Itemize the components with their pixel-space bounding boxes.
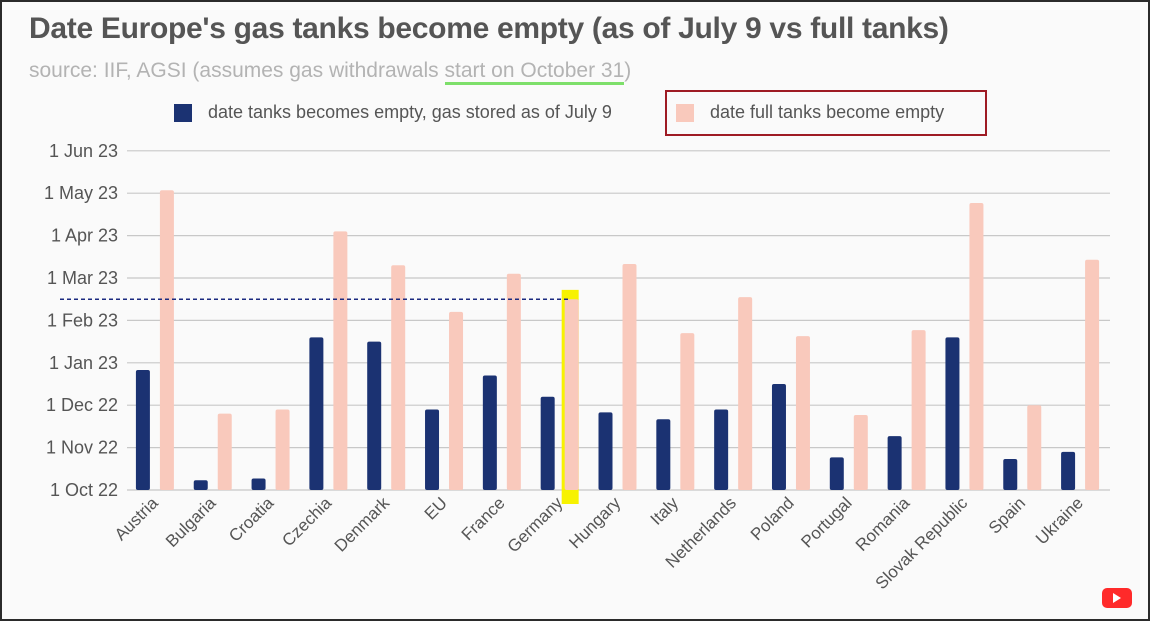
- bar-current: [598, 412, 613, 490]
- bar-full: [564, 299, 579, 490]
- bar-current: [771, 384, 786, 490]
- bar-current: [714, 409, 729, 490]
- y-tick-label: 1 Jan 23: [49, 353, 118, 373]
- bar-current: [251, 478, 266, 490]
- bar-current: [540, 396, 555, 490]
- y-tick-label: 1 May 23: [44, 183, 118, 203]
- x-tick-label: Portugal: [797, 493, 855, 551]
- y-tick-label: 1 Feb 23: [47, 310, 118, 330]
- subtitle-highlight: start on October 31: [444, 59, 625, 85]
- bar-full: [1085, 259, 1100, 490]
- x-tick-label: Poland: [747, 493, 798, 544]
- bar-current: [656, 419, 671, 490]
- x-tick-label: Germany: [504, 493, 567, 556]
- legend-swatch-current: [174, 103, 192, 122]
- bar-full: [217, 413, 232, 490]
- x-tick-label: Ukraine: [1032, 493, 1087, 548]
- bar-current: [309, 337, 324, 490]
- bar-current: [425, 409, 440, 490]
- x-tick-label: Italy: [647, 493, 683, 529]
- subtitle-prefix: source: IIF, AGSI (assumes gas withdrawa…: [29, 59, 445, 82]
- y-tick-label: 1 Apr 23: [51, 226, 118, 246]
- x-tick-label: Czechia: [278, 493, 335, 550]
- bar-full: [738, 297, 753, 490]
- youtube-icon[interactable]: [1102, 588, 1132, 608]
- x-tick-label: France: [458, 493, 509, 544]
- chart-title: Date Europe's gas tanks become empty (as…: [29, 12, 949, 45]
- bar-full: [333, 231, 348, 491]
- bar-current: [945, 337, 960, 490]
- x-tick-label: Bulgaria: [162, 493, 220, 551]
- x-tick-label: Austria: [111, 493, 162, 544]
- bar-full: [159, 190, 174, 490]
- legend-swatch-full: [676, 103, 694, 122]
- y-tick-label: 1 Oct 22: [50, 480, 118, 500]
- y-tick-label: 1 Dec 22: [46, 395, 118, 415]
- chart-subtitle: source: IIF, AGSI (assumes gas withdrawa…: [29, 59, 632, 85]
- legend-item-current: date tanks becomes empty, gas stored as …: [174, 102, 612, 123]
- y-tick-label: 1 Jun 23: [49, 141, 118, 161]
- bar-full: [275, 409, 290, 490]
- bar-current: [482, 375, 497, 490]
- bar-full: [911, 330, 926, 490]
- bar-full: [969, 202, 984, 490]
- bar-current: [367, 341, 382, 490]
- bar-current: [1003, 459, 1018, 490]
- legend-highlight-box: [665, 90, 987, 136]
- y-tick-label: 1 Mar 23: [47, 268, 118, 288]
- bar-current: [829, 457, 844, 490]
- x-tick-label: Croatia: [225, 493, 278, 546]
- bar-full: [449, 311, 464, 490]
- bar-full: [853, 414, 868, 490]
- bar-current: [1061, 451, 1076, 490]
- legend-label-current: date tanks becomes empty, gas stored as …: [208, 102, 612, 122]
- bar-current: [887, 436, 902, 490]
- bar-full: [391, 265, 406, 490]
- legend-item-full: date full tanks become empty: [676, 102, 944, 123]
- x-tick-label: Denmark: [331, 493, 394, 556]
- bar-current: [193, 480, 208, 490]
- bar-current: [135, 370, 150, 490]
- bar-full: [1027, 405, 1042, 490]
- bar-full: [680, 333, 695, 490]
- bar-full: [506, 273, 521, 490]
- bar-full: [795, 336, 810, 490]
- bar-full: [622, 264, 637, 490]
- legend-label-full: date full tanks become empty: [710, 102, 945, 122]
- x-tick-label: EU: [421, 493, 451, 523]
- subtitle-suffix: ): [624, 59, 632, 82]
- y-tick-label: 1 Nov 22: [46, 438, 118, 458]
- play-icon: [1113, 593, 1121, 603]
- x-tick-label: Spain: [985, 493, 1029, 537]
